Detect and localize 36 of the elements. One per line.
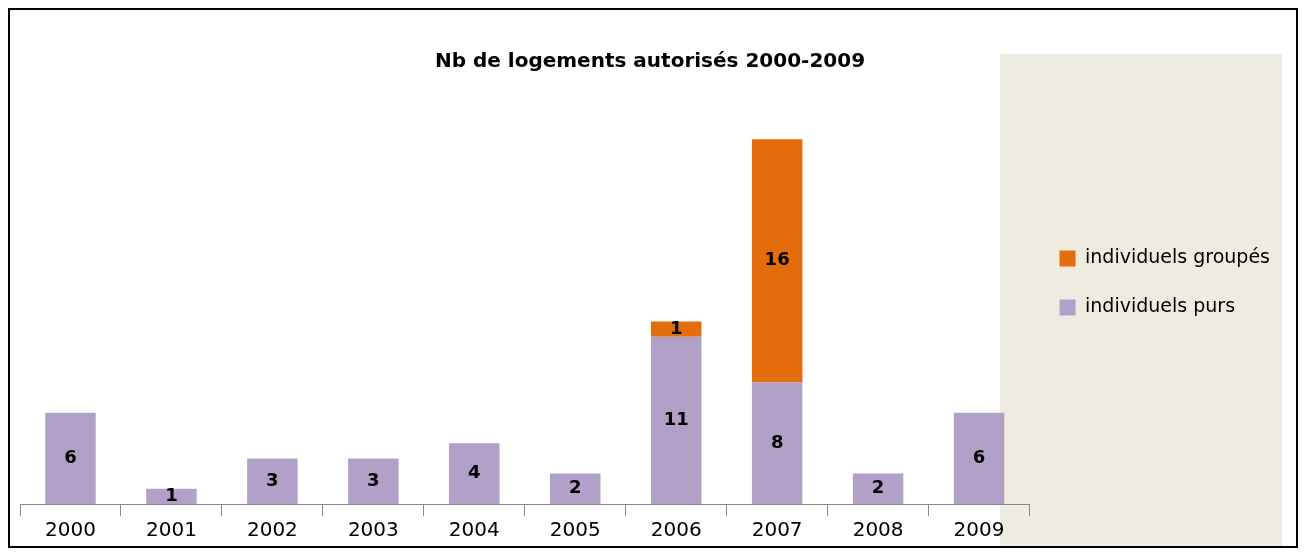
- data-label: 6: [972, 446, 986, 468]
- bar: [953, 412, 1005, 504]
- data-label: 16: [764, 248, 790, 270]
- data-label: 1: [165, 484, 178, 506]
- bar: [146, 488, 197, 504]
- data-label: 2: [568, 476, 582, 498]
- data-label: 3: [367, 468, 380, 490]
- x-tick-label: 2003: [347, 517, 399, 542]
- x-tick-label: 2004: [448, 517, 500, 542]
- bar: [852, 473, 904, 504]
- data-label: 6: [64, 446, 77, 468]
- x-tick-label: 2006: [650, 517, 702, 542]
- bar: [45, 412, 96, 504]
- bar: [247, 458, 298, 504]
- x-tick-label: 2008: [852, 517, 904, 542]
- x-tick-label: 2005: [549, 517, 601, 542]
- data-label: 2: [871, 476, 885, 498]
- x-tick-label: 2002: [246, 517, 298, 542]
- bar: [449, 443, 500, 504]
- x-tick-label: 2001: [145, 517, 197, 542]
- data-label: 8: [770, 430, 784, 452]
- data-label: 11: [663, 408, 689, 430]
- data-label: 4: [468, 461, 481, 483]
- data-label: 3: [266, 468, 279, 490]
- x-tick-label: 2000: [45, 517, 96, 542]
- legend-label: individuels groupés: [1085, 245, 1271, 268]
- x-tick-label: 2007: [751, 517, 803, 542]
- chart-title: Nb de logements autorisés 2000-2009: [434, 48, 866, 73]
- bar: [348, 458, 399, 504]
- bar: [550, 473, 601, 504]
- data-label: 1: [669, 316, 683, 338]
- bar: [751, 382, 803, 504]
- bar: [751, 139, 803, 383]
- bar: [650, 336, 702, 504]
- legend-label: individuels purs: [1085, 294, 1236, 317]
- x-tick-label: 2009: [953, 517, 1005, 542]
